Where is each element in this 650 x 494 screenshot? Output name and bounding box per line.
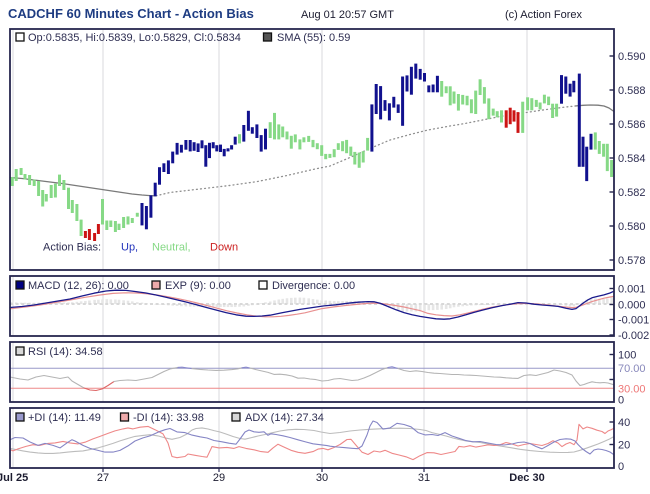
svg-text:Dec 30: Dec 30 — [509, 472, 544, 484]
svg-text:RSI (14): 34.58: RSI (14): 34.58 — [28, 346, 103, 358]
svg-text:0.000: 0.000 — [618, 300, 646, 312]
svg-text:30: 30 — [316, 472, 328, 484]
svg-text:30.00: 30.00 — [618, 383, 646, 395]
svg-text:100: 100 — [618, 350, 636, 362]
svg-text:Op:0.5835, Hi:0.5839, Lo:0.582: Op:0.5835, Hi:0.5839, Lo:0.5829, Cl:0.58… — [28, 32, 241, 44]
svg-text:0: 0 — [618, 395, 624, 407]
svg-text:20: 20 — [618, 440, 630, 452]
svg-text:0.582: 0.582 — [618, 187, 646, 199]
svg-text:Jul 25: Jul 25 — [0, 472, 28, 484]
svg-text:+DI (14): 11.49: +DI (14): 11.49 — [28, 412, 101, 424]
svg-text:ADX (14): 27.34: ADX (14): 27.34 — [245, 412, 324, 424]
svg-text:70.00: 70.00 — [618, 363, 646, 375]
svg-text:SMA (55): 0.59: SMA (55): 0.59 — [277, 32, 350, 44]
svg-text:0.588: 0.588 — [618, 85, 646, 97]
svg-text:Neutral,: Neutral, — [152, 242, 191, 254]
svg-text:-0.001: -0.001 — [618, 315, 649, 327]
svg-text:0.586: 0.586 — [618, 119, 646, 131]
svg-text:Aug 01 20:57 GMT: Aug 01 20:57 GMT — [301, 9, 394, 21]
svg-text:CADCHF 60 Minutes Chart - Acti: CADCHF 60 Minutes Chart - Action Bias — [8, 6, 254, 21]
svg-text:29: 29 — [213, 472, 225, 484]
svg-text:0.590: 0.590 — [618, 51, 646, 63]
svg-text:Divergence: 0.00: Divergence: 0.00 — [272, 280, 355, 292]
svg-text:0.001: 0.001 — [618, 284, 646, 296]
svg-text:-DI (14): 33.98: -DI (14): 33.98 — [133, 412, 204, 424]
svg-text:27: 27 — [97, 472, 109, 484]
svg-text:MACD (12, 26): 0.00: MACD (12, 26): 0.00 — [28, 280, 129, 292]
svg-text:EXP (9): 0.00: EXP (9): 0.00 — [165, 280, 231, 292]
svg-text:Down: Down — [210, 242, 238, 254]
svg-text:Up,: Up, — [121, 242, 138, 254]
svg-text:40: 40 — [618, 417, 630, 429]
svg-text:-0.002: -0.002 — [618, 330, 649, 342]
svg-text:(c) Action Forex: (c) Action Forex — [505, 9, 583, 21]
svg-text:0.580: 0.580 — [618, 221, 646, 233]
svg-text:0.578: 0.578 — [618, 255, 646, 267]
svg-text:0.584: 0.584 — [618, 153, 646, 165]
svg-text:0: 0 — [618, 461, 624, 473]
svg-text:Action Bias:: Action Bias: — [43, 242, 101, 254]
svg-text:31: 31 — [418, 472, 430, 484]
